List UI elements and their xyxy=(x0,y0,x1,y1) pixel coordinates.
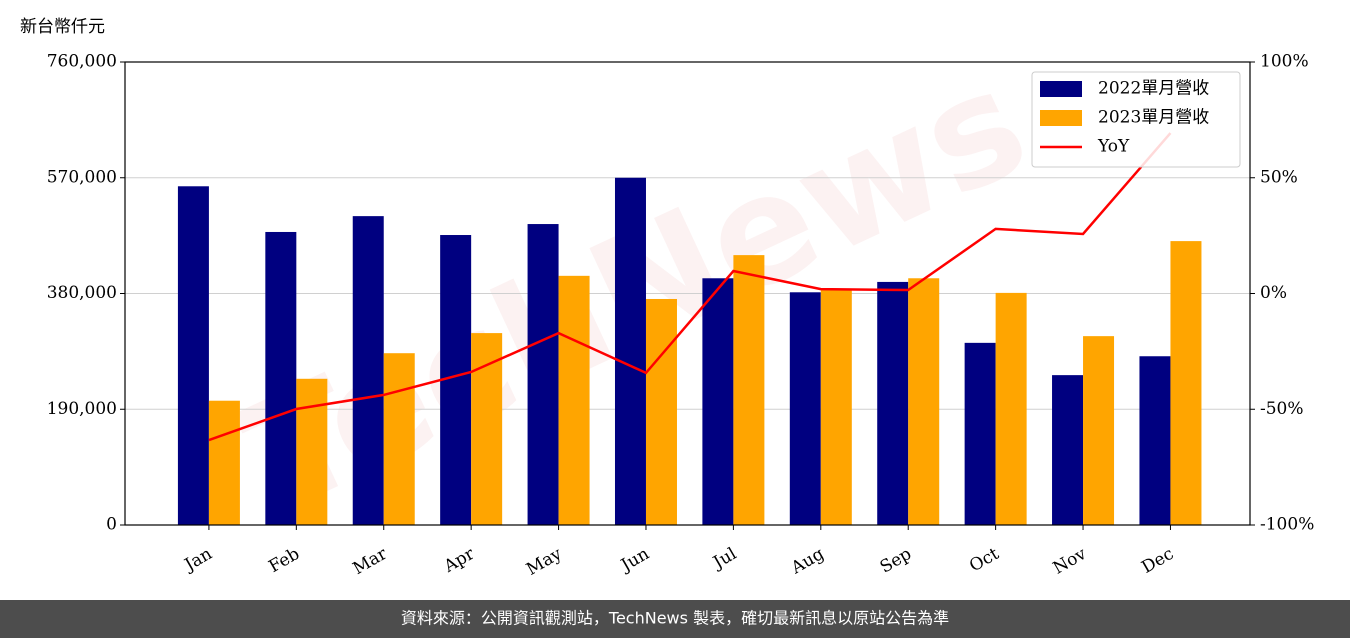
bar xyxy=(995,292,1027,525)
y-tick-label: 760,000 xyxy=(47,52,117,72)
bar xyxy=(471,333,503,525)
y2-tick-label: -100% xyxy=(1260,515,1314,535)
x-tick-label: Jan xyxy=(180,544,216,576)
bar xyxy=(733,255,765,525)
bar xyxy=(383,353,415,525)
y-tick-label: 570,000 xyxy=(47,167,117,187)
legend-swatch xyxy=(1040,81,1082,97)
bar xyxy=(820,289,852,525)
y-tick-label: 0 xyxy=(106,515,117,535)
footer-bar xyxy=(0,600,1350,638)
x-tick-label: Nov xyxy=(1050,544,1090,579)
bar xyxy=(1052,375,1084,525)
x-tick-label: Jul xyxy=(708,544,740,574)
x-tick-label: Oct xyxy=(966,544,1002,577)
bar xyxy=(296,378,328,525)
y2-tick-label: 100% xyxy=(1260,52,1309,72)
legend-label: 2023單月營收 xyxy=(1098,108,1209,128)
bar xyxy=(558,275,590,525)
bar xyxy=(645,298,677,525)
bar xyxy=(614,177,646,525)
x-tick-label: Dec xyxy=(1138,544,1177,578)
x-tick-label: Aug xyxy=(787,544,828,579)
bar xyxy=(208,400,240,525)
y2-tick-label: 0% xyxy=(1260,283,1287,303)
x-tick-label: Jun xyxy=(616,544,653,577)
legend-label: YoY xyxy=(1097,137,1130,157)
x-tick-label: May xyxy=(523,544,566,580)
bar xyxy=(177,186,209,526)
bar xyxy=(265,231,297,526)
bar xyxy=(877,281,909,525)
y-tick-label: 380,000 xyxy=(47,283,117,303)
legend-swatch xyxy=(1040,110,1082,126)
bar xyxy=(352,216,384,526)
bar xyxy=(1083,336,1115,525)
bar xyxy=(789,292,821,525)
bar xyxy=(1139,356,1171,525)
y2-tick-label: 50% xyxy=(1260,167,1298,187)
legend-label: 2022單月營收 xyxy=(1098,79,1209,99)
bar xyxy=(527,224,559,526)
legend-box xyxy=(1031,71,1241,168)
yoy-line xyxy=(208,132,1172,442)
bar xyxy=(702,278,734,525)
plot-frame xyxy=(124,61,1251,526)
footer-text: 資料來源：公開資訊觀測站，TechNews 製表，確切最新訊息以原站公告為準 xyxy=(401,609,949,628)
x-tick-label: Feb xyxy=(266,544,304,577)
y-axis-unit: 新台幣仟元 xyxy=(20,17,105,37)
y2-tick-label: -50% xyxy=(1260,399,1304,419)
bar xyxy=(964,342,996,525)
y-tick-label: 190,000 xyxy=(47,399,117,419)
x-tick-label: Sep xyxy=(877,544,915,578)
x-tick-label: Apr xyxy=(440,543,479,577)
bar xyxy=(908,278,940,525)
x-tick-label: Mar xyxy=(350,543,392,579)
bar xyxy=(1170,241,1202,525)
